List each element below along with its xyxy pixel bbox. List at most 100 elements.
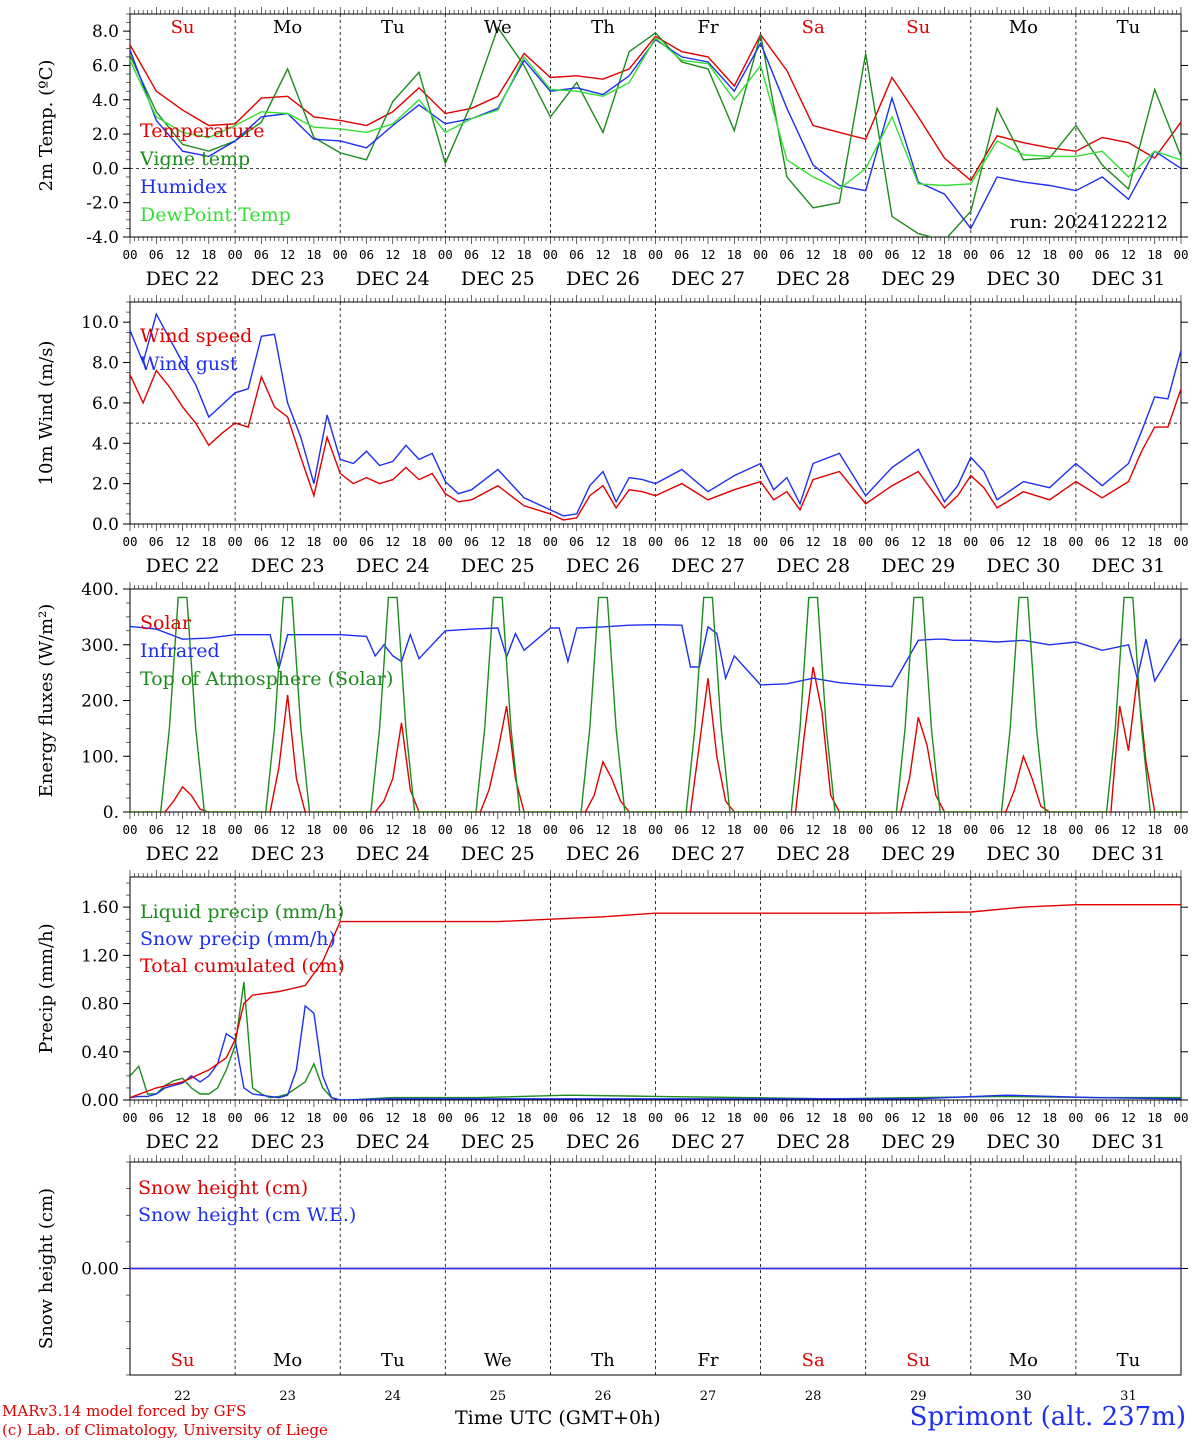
day-name-bottom: Mo	[1009, 1350, 1038, 1371]
date-label: DEC 26	[566, 268, 640, 290]
hour-label: 06	[779, 247, 794, 262]
hour-label: 12	[175, 1110, 190, 1125]
hour-label: 12	[1121, 822, 1136, 837]
date-label: DEC 30	[986, 268, 1060, 290]
series-line-liquid-precip-mm-h	[130, 981, 1181, 1100]
hour-label: 06	[1095, 534, 1110, 549]
y-tick-label: 0.00	[81, 1091, 119, 1111]
hour-label: 06	[254, 1110, 269, 1125]
legend-entry: Snow precip (mm/h)	[140, 928, 336, 950]
hour-label: 12	[1121, 247, 1136, 262]
series-line-total-cumulated-cm	[130, 904, 1181, 1099]
hour-label: 12	[175, 822, 190, 837]
hour-label: 06	[884, 822, 899, 837]
x-axis-title: Time UTC (GMT+0h)	[455, 1407, 661, 1429]
y-tick-label: 100.	[81, 747, 119, 767]
date-label: DEC 29	[881, 268, 955, 290]
date-label: DEC 29	[881, 555, 955, 577]
series-line-humidex	[130, 38, 1181, 230]
y-axis-label: Energy fluxes (W/m²)	[36, 604, 57, 798]
hour-label: 12	[280, 1110, 295, 1125]
hour-label: 06	[990, 1110, 1005, 1125]
day-number: 28	[805, 1389, 822, 1404]
y-tick-label: 0.40	[81, 1043, 119, 1063]
hour-label: 18	[306, 247, 321, 262]
y-tick-label: 4.0	[92, 434, 119, 454]
date-label: DEC 28	[776, 1131, 850, 1153]
hour-label: 06	[464, 1110, 479, 1125]
legend-entry: Wind speed	[140, 325, 252, 347]
hour-label: 06	[1095, 822, 1110, 837]
day-name-bottom: Su	[906, 1350, 930, 1371]
hour-label: 12	[385, 1110, 400, 1125]
hour-label: 18	[937, 1110, 952, 1125]
hour-label: 12	[385, 247, 400, 262]
date-label: DEC 22	[146, 1131, 220, 1153]
day-name-top: Mo	[1009, 17, 1038, 38]
hour-label: 12	[280, 534, 295, 549]
hour-label: 18	[1147, 534, 1162, 549]
date-label: DEC 25	[461, 555, 535, 577]
y-tick-label: 10.0	[81, 313, 119, 333]
date-label: DEC 27	[671, 843, 745, 865]
hour-label: 00	[858, 534, 873, 549]
hour-label: 00	[122, 247, 137, 262]
hour-label: 00	[122, 1110, 137, 1125]
hour-label: 18	[201, 1110, 216, 1125]
hour-label: 18	[1042, 247, 1057, 262]
y-tick-label: 1.60	[81, 898, 119, 918]
hour-label: 12	[911, 1110, 926, 1125]
date-label: DEC 31	[1092, 1131, 1166, 1153]
y-tick-label: 2.0	[92, 475, 119, 495]
hour-label: 00	[648, 822, 663, 837]
hour-label: 06	[674, 1110, 689, 1125]
date-label: DEC 29	[881, 843, 955, 865]
date-label: DEC 31	[1092, 843, 1166, 865]
series-line-infrared	[130, 623, 1181, 688]
date-label: DEC 24	[356, 843, 430, 865]
day-name-top: Th	[591, 17, 615, 38]
hour-label: 06	[149, 822, 164, 837]
hour-label: 12	[1016, 1110, 1031, 1125]
day-number: 31	[1120, 1389, 1137, 1404]
day-number: 26	[595, 1389, 612, 1404]
hour-label: 00	[753, 822, 768, 837]
y-axis-label: Precip (mm/h)	[36, 923, 57, 1053]
hour-label: 18	[1042, 534, 1057, 549]
hour-label: 18	[1042, 1110, 1057, 1125]
hour-label: 00	[438, 822, 453, 837]
y-tick-label: 2.0	[92, 125, 119, 145]
legend-entry: Snow height (cm)	[138, 1177, 308, 1199]
day-name-top: Sa	[802, 17, 825, 38]
hour-label: 18	[1147, 247, 1162, 262]
day-name-top: Tu	[1117, 17, 1141, 38]
series-line-solar	[130, 666, 1181, 812]
date-label: DEC 23	[251, 268, 325, 290]
hour-label: 06	[569, 534, 584, 549]
hour-label: 00	[543, 1110, 558, 1125]
hour-label: 12	[806, 1110, 821, 1125]
day-number: 24	[384, 1389, 401, 1404]
date-label: DEC 30	[986, 1131, 1060, 1153]
hour-label: 12	[595, 247, 610, 262]
hour-label: 18	[727, 1110, 742, 1125]
date-label: DEC 31	[1092, 555, 1166, 577]
hour-label: 18	[306, 822, 321, 837]
hour-label: 00	[543, 534, 558, 549]
hour-label: 18	[517, 1110, 532, 1125]
hour-label: 06	[149, 534, 164, 549]
panel-5: 0.00 Snow height (cm) Snow height (cm) Snow…	[36, 1155, 1188, 1376]
y-tick-label: 0.80	[81, 995, 119, 1015]
series-line-wind-speed	[130, 369, 1181, 521]
hour-label: 06	[884, 1110, 899, 1125]
date-label: DEC 25	[461, 1131, 535, 1153]
hour-label: 12	[280, 822, 295, 837]
hour-label: 06	[884, 534, 899, 549]
y-tick-label: 400.	[81, 580, 119, 600]
date-label: DEC 27	[671, 555, 745, 577]
hour-label: 00	[858, 1110, 873, 1125]
series-line-temperature	[130, 33, 1181, 182]
hour-label: 12	[385, 822, 400, 837]
hour-label: 00	[1068, 247, 1083, 262]
hour-label: 12	[175, 247, 190, 262]
